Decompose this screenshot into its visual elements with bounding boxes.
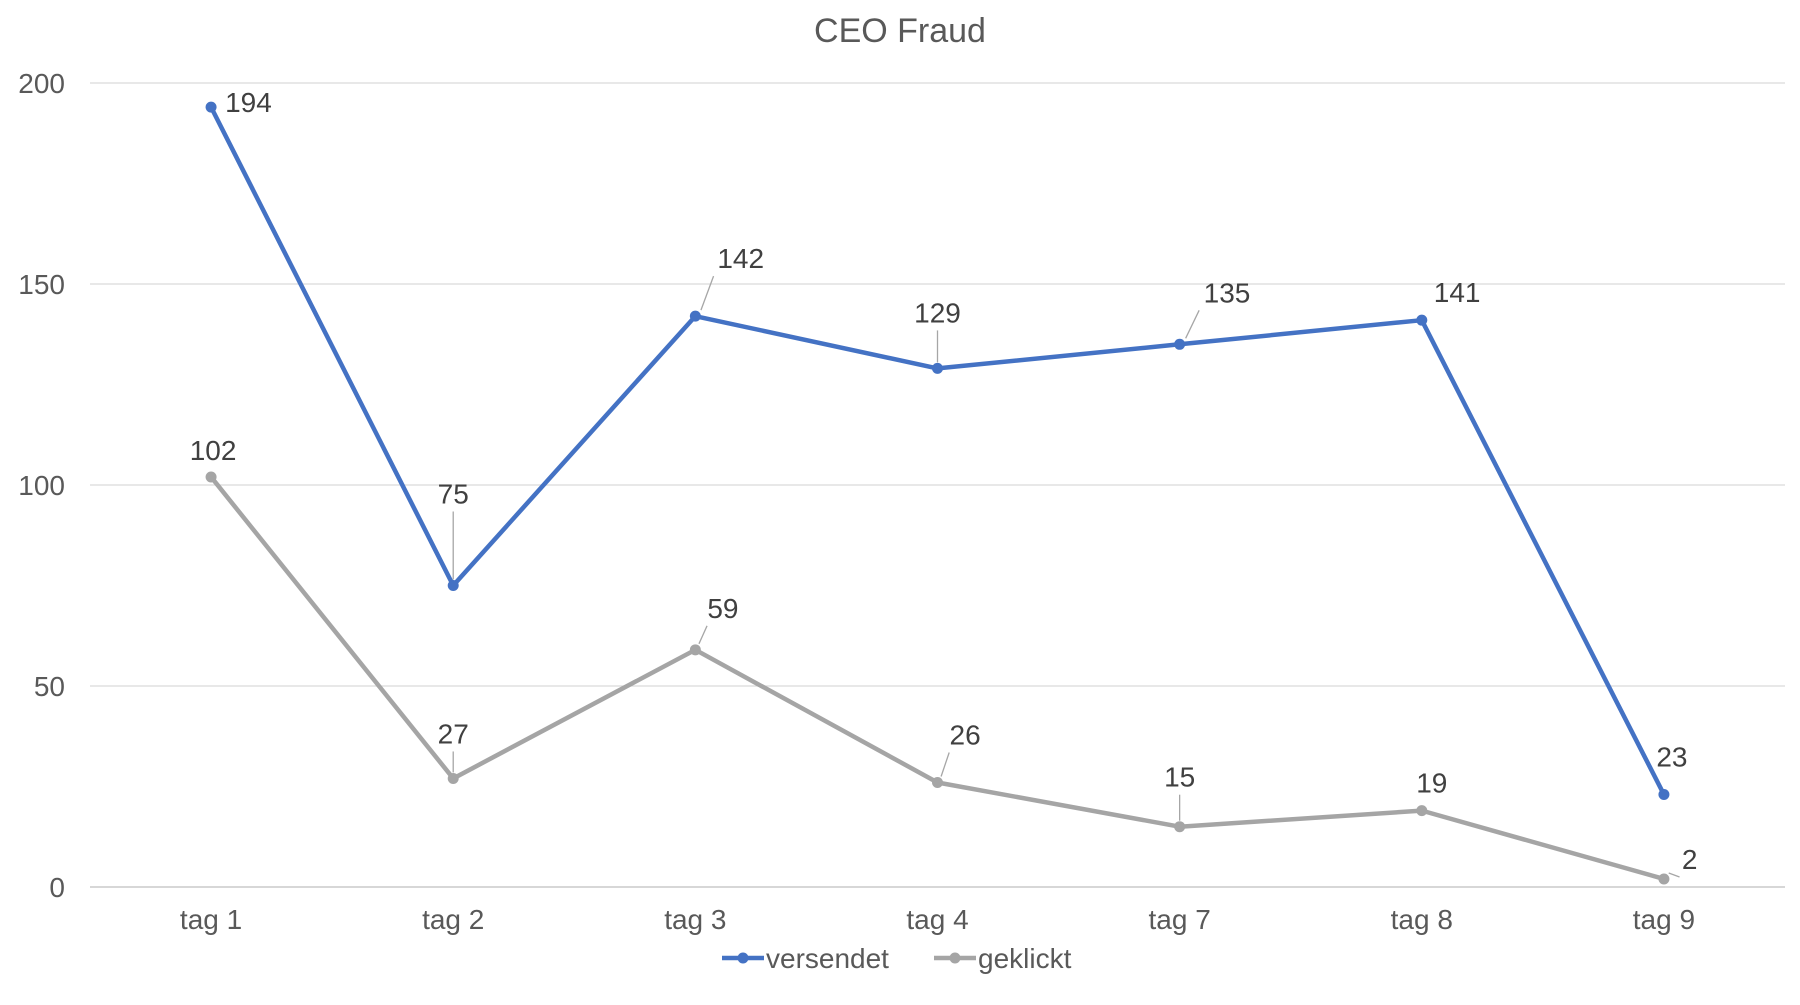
data-point (1658, 789, 1670, 801)
gridlines (90, 82, 1785, 888)
data-point (447, 580, 459, 591)
data-label: 141 (1434, 277, 1481, 308)
y-tick-label: 200 (18, 68, 65, 99)
data-label: 27 (438, 718, 469, 749)
data-point (1416, 314, 1428, 326)
data-label: 26 (950, 719, 981, 750)
leader-line (700, 275, 715, 311)
data-label: 23 (1656, 742, 1687, 773)
x-tick-label: tag 8 (1391, 904, 1453, 935)
x-tick-label: tag 1 (180, 904, 242, 935)
x-tick-label: tag 3 (664, 904, 726, 935)
data-point (689, 310, 701, 322)
data-label: 75 (438, 479, 469, 510)
series-line-versendet (208, 104, 1667, 797)
legend: versendet geklickt (722, 943, 1072, 974)
leader-line (698, 625, 708, 645)
x-tick-label: tag 2 (422, 904, 484, 935)
data-point (932, 362, 943, 374)
data-label: 59 (707, 593, 738, 624)
legend-label: versendet (766, 943, 889, 974)
legend-label: geklickt (978, 943, 1072, 974)
axes: 0 50 100 150 200 tag 1 tag 2 tag 3 tag 4 tag 7 tag… (18, 68, 1695, 935)
legend-swatch-marker (737, 952, 749, 964)
data-point (1174, 821, 1186, 833)
legend-swatch-marker (949, 952, 961, 964)
data-label: 142 (717, 243, 764, 274)
y-tick-label: 150 (18, 269, 65, 300)
data-label: 2 (1682, 844, 1698, 875)
data-point (205, 101, 217, 113)
data-label: 194 (225, 87, 272, 118)
leader-line (940, 752, 950, 777)
data-point (205, 471, 217, 483)
series-lines (205, 101, 1670, 885)
data-point (447, 772, 459, 784)
y-tick-label: 50 (34, 671, 65, 702)
data-point (1416, 805, 1428, 817)
chart-title: CEO Fraud (814, 12, 986, 50)
leader-line (1185, 310, 1200, 339)
leader-line (1668, 872, 1680, 878)
data-point (1174, 338, 1186, 350)
y-tick-label: 100 (18, 470, 65, 501)
data-point (689, 644, 701, 656)
x-tick-label: tag 7 (1149, 904, 1211, 935)
y-tick-label: 0 (49, 872, 65, 903)
data-label: 19 (1416, 768, 1447, 799)
data-label: 102 (190, 435, 237, 466)
data-label: 15 (1164, 762, 1195, 793)
data-labels: 194 75 142 129 135 141 23 102 27 59 26 15 19 2 (190, 87, 1698, 878)
data-point (932, 776, 943, 788)
data-label: 135 (1204, 277, 1251, 308)
data-point (1658, 873, 1670, 885)
x-tick-label: tag 9 (1633, 904, 1695, 935)
x-tick-label: tag 4 (906, 904, 968, 935)
data-label: 129 (914, 297, 961, 328)
